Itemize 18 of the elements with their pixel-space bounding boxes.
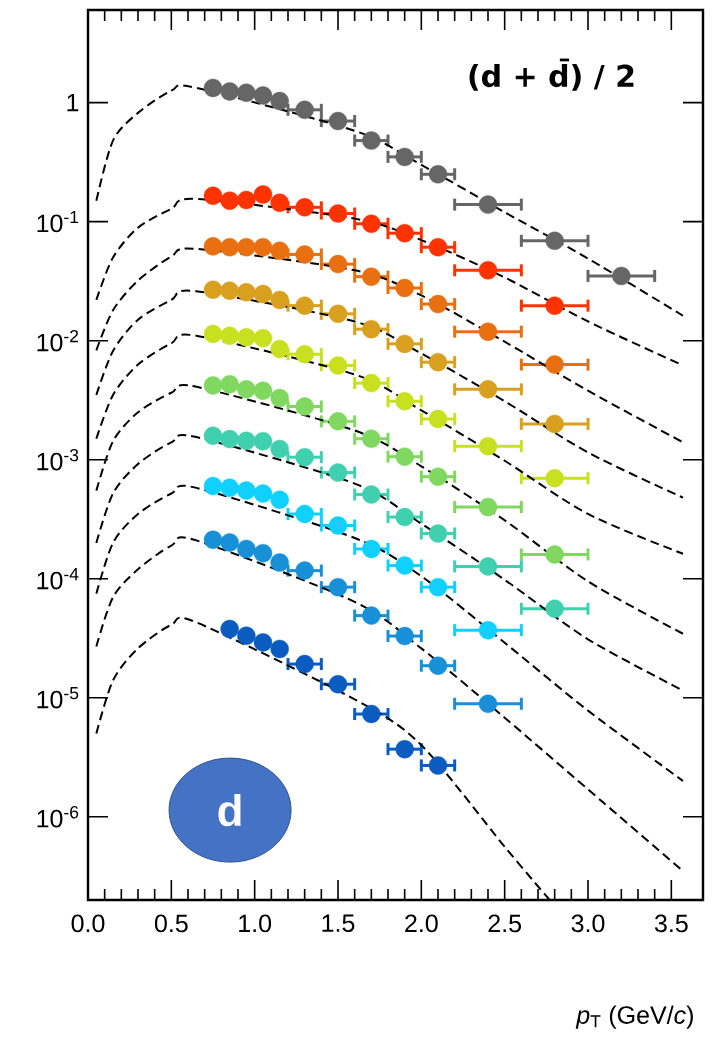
y-tick-label: 10$^{-3}$ (37, 448, 79, 471)
x-tick-label: 3.5 (654, 914, 688, 933)
y-tick-label: 1 (67, 94, 79, 112)
annotation: d (218, 793, 241, 827)
y-tick-label: 10$^{-6}$ (37, 806, 79, 828)
x-tick-label: 2.0 (405, 914, 438, 933)
y-tick-label: 10$^{-1}$ (37, 211, 79, 233)
x-tick-label: 1.0 (239, 914, 272, 933)
y-tick-label: 10$^{-4}$ (37, 568, 79, 590)
text: (d + d̄) / 2 (469, 58, 634, 91)
x-tick-label: 1.5 (322, 914, 355, 932)
y-tick-label: 10$^{-5}$ (37, 687, 79, 709)
x-tick-label: 3.0 (571, 914, 605, 933)
x-tick-label: 2.5 (488, 914, 521, 933)
y-tick-label: 10$^{-2}$ (37, 329, 79, 352)
x-tick-label: 0.5 (154, 914, 188, 933)
x-axis-title: p$_{T}$ (GeV/c) (575, 1005, 693, 1029)
x-tick-label: 0.0 (71, 914, 105, 933)
